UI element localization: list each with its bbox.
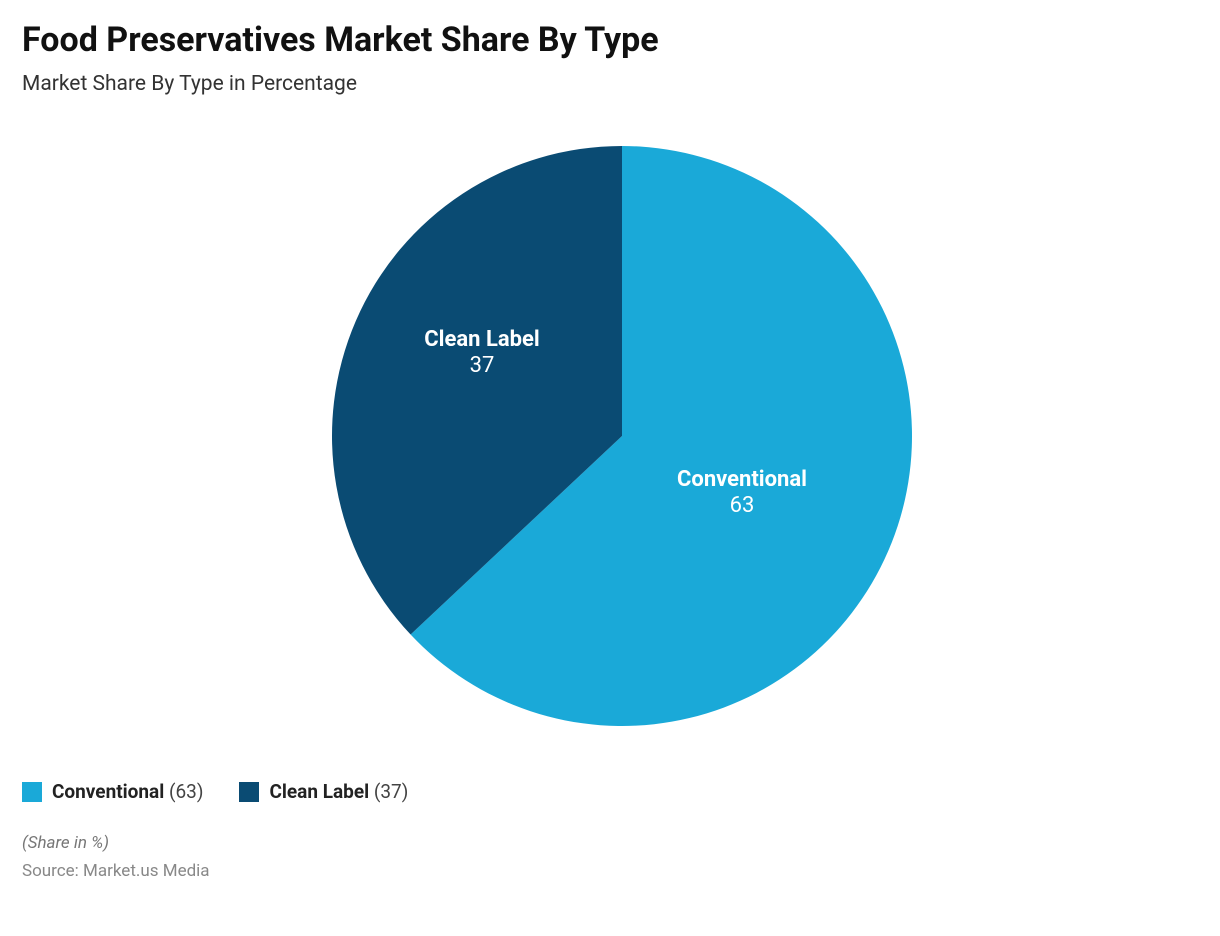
chart-subtitle: Market Share By Type in Percentage (22, 72, 1198, 96)
legend-value: (37) (374, 780, 408, 803)
source-line: Source: Market.us Media (22, 861, 1198, 881)
slice-label-value: 37 (470, 353, 495, 378)
legend-value: (63) (169, 780, 203, 803)
slice-label-name: Clean Label (424, 327, 539, 352)
legend-name: Conventional (52, 780, 169, 803)
legend-label: Conventional (63) (52, 780, 203, 803)
chart-container: Food Preservatives Market Share By Type … (0, 0, 1220, 901)
legend-item: Conventional (63) (22, 780, 203, 803)
slice-label-value: 63 (730, 493, 755, 518)
legend-name: Clean Label (269, 780, 373, 803)
legend-swatch (239, 782, 259, 802)
legend-swatch (22, 782, 42, 802)
legend-label: Clean Label (37) (269, 780, 408, 803)
pie-chart: Conventional63 Clean Label37 (22, 116, 1198, 756)
footnote: (Share in %) (22, 833, 1198, 853)
chart-title: Food Preservatives Market Share By Type (22, 20, 1198, 60)
legend-item: Clean Label (37) (239, 780, 408, 803)
legend: Conventional (63) Clean Label (37) (22, 780, 1198, 803)
pie-chart-wrap: Conventional63 Clean Label37 (22, 116, 1198, 756)
slice-label-name: Conventional (677, 467, 807, 492)
